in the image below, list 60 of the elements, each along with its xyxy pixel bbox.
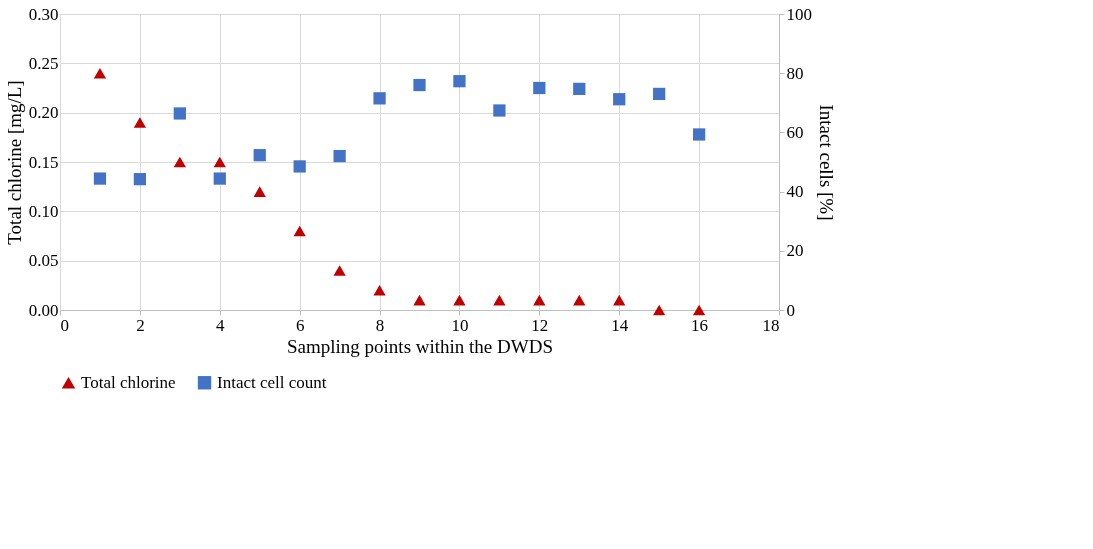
point [493, 294, 506, 306]
legend-label: Total chlorine [81, 372, 176, 392]
point [293, 160, 306, 173]
point [173, 156, 186, 168]
x-tick-label: 8 [375, 315, 385, 335]
point [653, 87, 666, 101]
point [133, 173, 147, 186]
point [333, 149, 346, 163]
point [293, 225, 306, 237]
point [373, 284, 386, 296]
x-tick-label: 16 [691, 315, 709, 335]
point [333, 265, 346, 276]
y2-tick-label: 60 [786, 122, 804, 142]
y-tick-label: 0.20 [28, 103, 59, 123]
x-tick-label: 0 [60, 315, 69, 335]
x-tick-label: 18 [762, 315, 780, 335]
point [493, 104, 506, 117]
point [173, 107, 186, 120]
y2-tick-label: 20 [786, 241, 804, 261]
y2-tick-label: 40 [786, 182, 804, 202]
point [93, 67, 107, 79]
point [453, 75, 466, 88]
x-tick-label: 4 [216, 315, 226, 335]
y-tick-label: 0.10 [28, 201, 59, 221]
x-tick-label: 12 [531, 315, 549, 335]
x-tick-label: 6 [295, 315, 305, 335]
y-tick-label: 0.05 [28, 251, 59, 271]
point [533, 294, 546, 306]
point [213, 156, 226, 168]
point [533, 81, 546, 95]
point [133, 117, 147, 128]
y-axis-title: Total chlorine [mg/L] [3, 80, 25, 245]
point [373, 92, 386, 105]
point [93, 172, 107, 185]
point [213, 172, 226, 185]
point [573, 294, 586, 306]
point [573, 82, 586, 96]
y2-tick-label: 80 [786, 63, 804, 83]
point [613, 294, 626, 306]
point [453, 294, 466, 306]
x-axis-title: Sampling points within the DWDS [287, 335, 553, 357]
y2-tick-label: 100 [786, 4, 812, 24]
y-tick-label: 0.25 [28, 53, 59, 73]
x-tick-label: 10 [451, 315, 469, 335]
y-tick-label: 0.15 [28, 152, 59, 172]
point [613, 93, 626, 106]
point [653, 304, 666, 316]
point [413, 78, 426, 92]
y2-axis-title: Intact cells [%] [816, 104, 837, 221]
legend-label: Intact cell count [217, 372, 327, 392]
x-tick-label: 2 [136, 315, 145, 335]
y2-tick-label: 0 [786, 300, 795, 320]
point [253, 149, 266, 162]
y-tick-label: 0.00 [28, 300, 59, 320]
point [692, 304, 706, 316]
y-tick-label: 0.30 [28, 4, 59, 24]
point [253, 186, 266, 197]
point [413, 294, 426, 306]
point [692, 128, 706, 141]
x-tick-label: 14 [611, 315, 629, 335]
